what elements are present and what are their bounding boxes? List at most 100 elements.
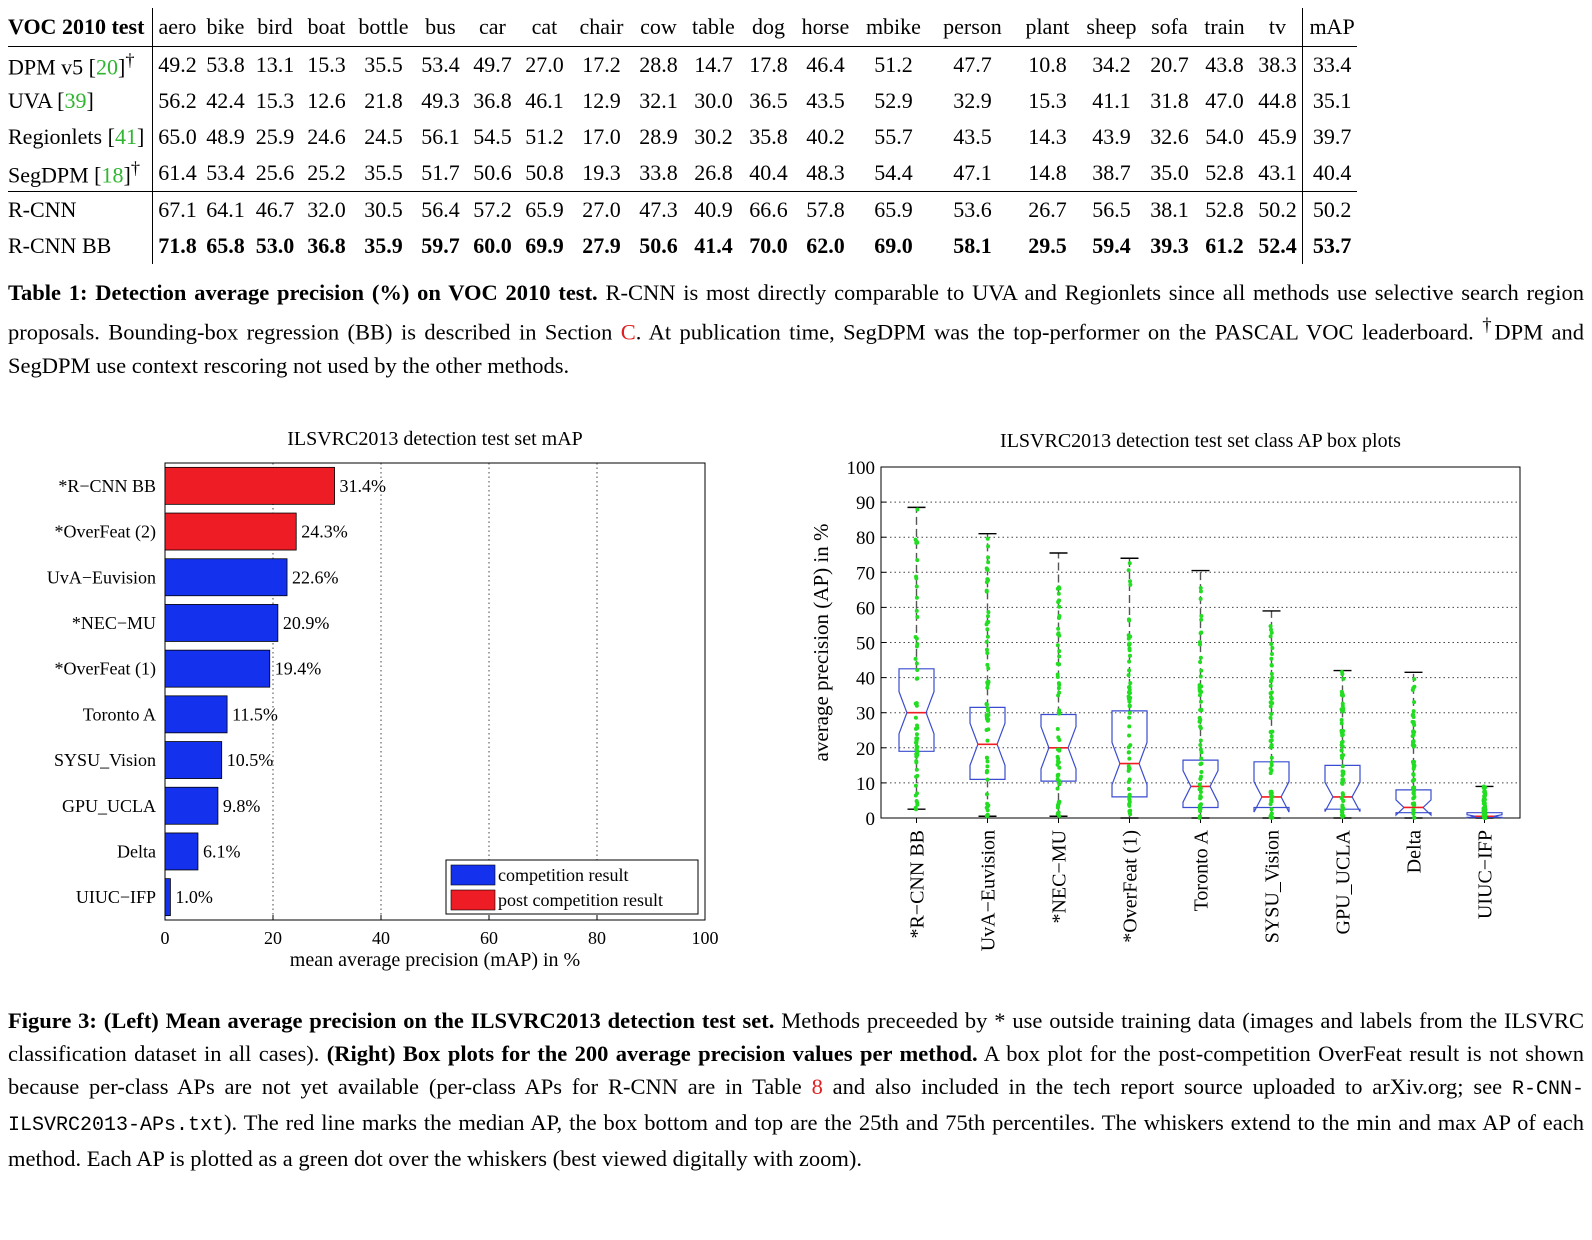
table-cell: 51.2 bbox=[525, 124, 564, 149]
table-cell: 52.9 bbox=[874, 88, 913, 113]
value-label: 9.8% bbox=[223, 796, 260, 816]
ap-dot bbox=[1411, 709, 1416, 714]
table-cell: 48.3 bbox=[806, 160, 845, 185]
ap-dot bbox=[1268, 627, 1273, 632]
citation-link[interactable]: 18 bbox=[101, 162, 124, 188]
chart-title: ILSVRC2013 detection test set class AP b… bbox=[1000, 430, 1401, 452]
table-cell: 56.1 bbox=[421, 124, 460, 149]
category-label: UvA−Euvision bbox=[978, 830, 1000, 951]
ap-dot bbox=[914, 744, 919, 749]
ap-dot bbox=[1340, 803, 1345, 808]
table-ref-link[interactable]: 8 bbox=[811, 1074, 823, 1099]
ap-dot bbox=[914, 636, 919, 641]
table-cell: 31.8 bbox=[1150, 88, 1189, 113]
table-cell: 30.2 bbox=[694, 124, 733, 149]
ap-dot bbox=[1126, 780, 1131, 785]
table-cell: 53.0 bbox=[255, 233, 295, 258]
column-header-sofa: sofa bbox=[1142, 8, 1197, 47]
ap-dot bbox=[1198, 742, 1203, 747]
column-header-cow: cow bbox=[632, 8, 685, 47]
ap-dot bbox=[1127, 710, 1132, 715]
ap-dot bbox=[1268, 738, 1273, 743]
ap-dot bbox=[1128, 681, 1133, 686]
ap-dot bbox=[1268, 683, 1273, 688]
table-cell: 52.8 bbox=[1205, 160, 1244, 185]
ap-dot bbox=[985, 627, 990, 632]
ap-dot bbox=[1268, 792, 1273, 797]
ap-dot bbox=[985, 650, 990, 655]
table-cell: 46.4 bbox=[806, 52, 845, 77]
ap-dot bbox=[1340, 773, 1345, 778]
value-label: 10.5% bbox=[227, 750, 274, 770]
ap-dot bbox=[1199, 769, 1204, 774]
category-label: Delta bbox=[117, 841, 156, 861]
ap-dot bbox=[1126, 673, 1131, 678]
ap-dot bbox=[1412, 764, 1417, 769]
ap-dot bbox=[1055, 754, 1060, 759]
ap-dot bbox=[1340, 701, 1345, 706]
ap-dot bbox=[1126, 764, 1131, 769]
bar bbox=[164, 604, 279, 642]
value-label: 6.1% bbox=[203, 841, 241, 861]
y-axis-label: average precision (AP) in % bbox=[809, 524, 833, 762]
table-cell: 32.6 bbox=[1150, 124, 1189, 149]
ap-dot bbox=[1127, 756, 1132, 761]
table-cell: 35.8 bbox=[749, 124, 788, 149]
table-cell: 35.5 bbox=[364, 52, 403, 77]
column-header-aero: aero bbox=[152, 8, 202, 47]
column-header-plant: plant bbox=[1014, 8, 1081, 47]
category-label: *NEC−MU bbox=[72, 613, 156, 633]
ap-dot bbox=[1126, 745, 1131, 750]
box bbox=[1324, 764, 1361, 812]
ap-dot bbox=[1128, 695, 1133, 700]
ap-dot bbox=[986, 560, 991, 565]
table-cell: 32.1 bbox=[639, 88, 678, 113]
box bbox=[1040, 713, 1077, 782]
table-cell: 43.1 bbox=[1258, 160, 1297, 185]
section-ref-link[interactable]: C bbox=[620, 319, 636, 345]
table-cell: 21.8 bbox=[364, 88, 403, 113]
ap-dot bbox=[1057, 747, 1062, 752]
citation-link[interactable]: 41 bbox=[114, 124, 137, 149]
ap-dot bbox=[1057, 799, 1062, 804]
ap-dot bbox=[1199, 689, 1204, 694]
value-label: 22.6% bbox=[292, 567, 339, 587]
table-cell: 65.0 bbox=[158, 124, 197, 149]
column-header-tv: tv bbox=[1252, 8, 1303, 47]
ap-dot bbox=[1198, 776, 1203, 781]
ap-dot bbox=[1126, 768, 1131, 773]
citation-link[interactable]: 20 bbox=[96, 54, 119, 80]
table-cell: 17.8 bbox=[749, 52, 788, 77]
ap-dot bbox=[1057, 649, 1062, 654]
ap-dot bbox=[1198, 707, 1203, 712]
category-label: *OverFeat (1) bbox=[55, 659, 156, 680]
ap-dot bbox=[984, 639, 989, 644]
box bbox=[1253, 761, 1290, 813]
x-tick-label: 100 bbox=[692, 928, 719, 948]
category-label: GPU_UCLA bbox=[62, 796, 156, 816]
table-cell: 57.2 bbox=[466, 191, 519, 228]
ap-dot bbox=[1057, 604, 1062, 609]
table-cell: 32.9 bbox=[953, 88, 992, 113]
ap-dot bbox=[1268, 815, 1273, 820]
ap-dot bbox=[1268, 695, 1273, 700]
table-cell: 26.7 bbox=[1014, 191, 1081, 228]
table-cell: 48.9 bbox=[206, 124, 245, 149]
ap-dot bbox=[1268, 679, 1273, 684]
ap-dot bbox=[1268, 766, 1273, 771]
table-cell: 66.6 bbox=[742, 191, 795, 228]
ap-dot bbox=[1269, 641, 1274, 646]
ap-dot bbox=[986, 555, 991, 560]
category-label: *OverFeat (2) bbox=[55, 522, 156, 543]
ap-dot bbox=[1340, 732, 1345, 737]
citation-link[interactable]: 39 bbox=[64, 88, 87, 113]
map-cell: 39.7 bbox=[1302, 119, 1357, 155]
y-tick-label: 80 bbox=[856, 528, 875, 549]
table-cell: 69.9 bbox=[525, 233, 564, 258]
ap-dot bbox=[1198, 586, 1203, 591]
table-cell: 47.7 bbox=[953, 52, 992, 77]
category-label: GPU_UCLA bbox=[1333, 829, 1355, 934]
table-body: DPM v5 [20]† 49.2 53.8 13.1 15.3 35.5 53.4 49.7… bbox=[8, 46, 1357, 264]
y-tick-label: 30 bbox=[856, 704, 875, 725]
table-cell: 43.8 bbox=[1205, 52, 1244, 77]
